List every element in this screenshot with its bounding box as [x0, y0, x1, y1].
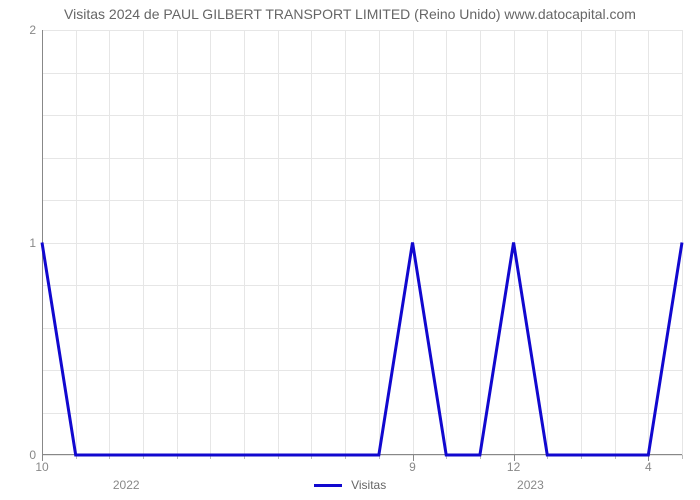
grid-vline — [682, 30, 683, 455]
chart-root: Visitas 2024 de PAUL GILBERT TRANSPORT L… — [0, 0, 700, 500]
xtick-month-label: 12 — [507, 460, 520, 474]
legend-swatch — [314, 484, 342, 487]
legend: Visitas — [0, 478, 700, 492]
ytick-label: 2 — [0, 23, 36, 37]
xtick-month-label: 4 — [645, 460, 652, 474]
legend-label: Visitas — [351, 478, 386, 492]
ytick-label: 1 — [0, 236, 36, 250]
line-series — [42, 30, 682, 455]
ytick-label: 0 — [0, 448, 36, 462]
xtick-month-label: 9 — [409, 460, 416, 474]
plot-area: 10912420222023 — [42, 30, 682, 455]
series-line — [42, 243, 682, 456]
chart-title: Visitas 2024 de PAUL GILBERT TRANSPORT L… — [0, 0, 700, 22]
xtick-month-label: 10 — [35, 460, 48, 474]
xtick-minor — [682, 455, 683, 459]
